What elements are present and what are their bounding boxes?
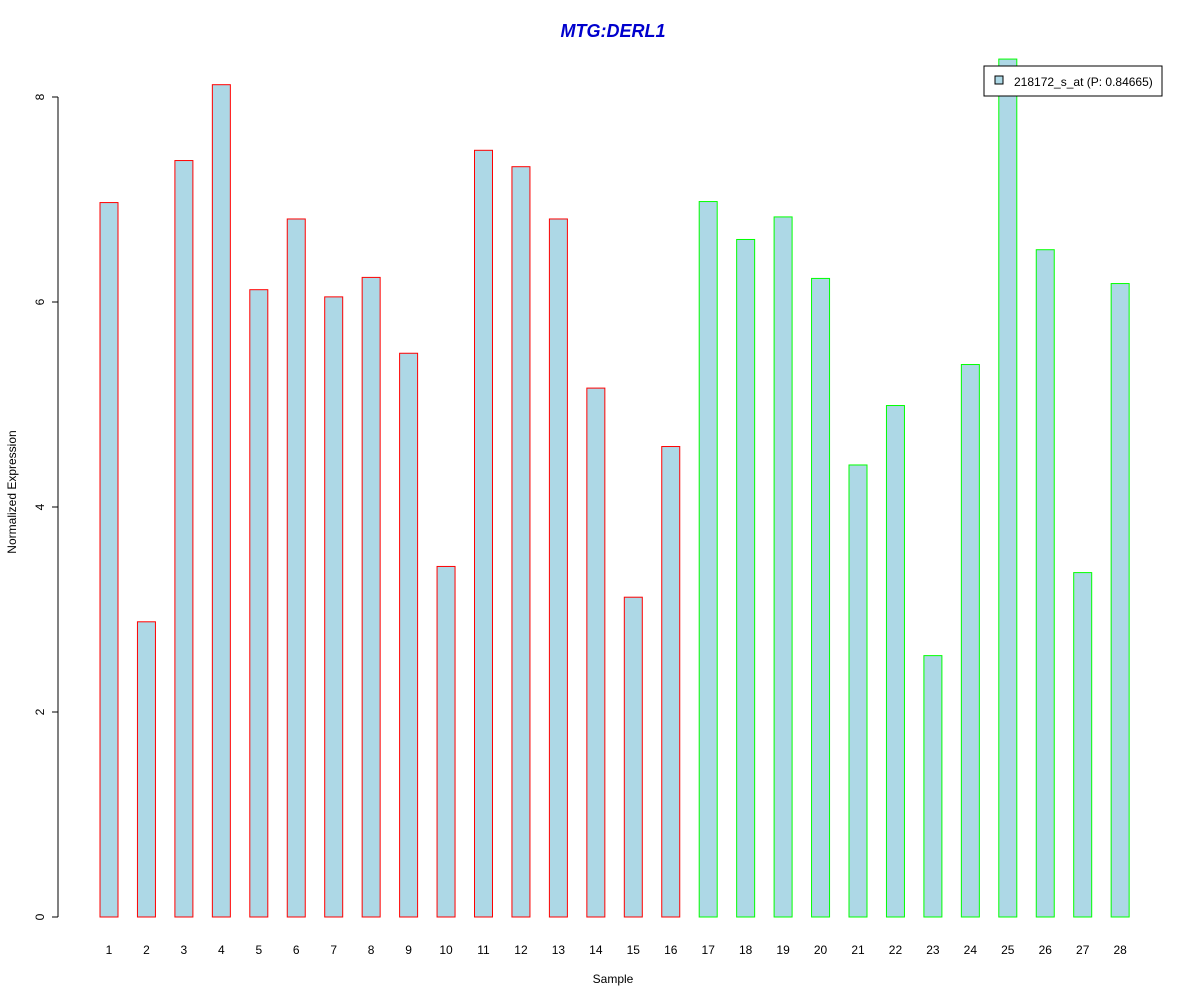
bar (736, 238, 756, 918)
bar (885, 405, 905, 918)
bar (698, 201, 718, 918)
bar (99, 202, 119, 918)
bar (249, 289, 269, 918)
x-tick-label: 9 (405, 943, 412, 957)
bar (1035, 249, 1055, 918)
x-axis-title: Sample (593, 972, 634, 986)
x-tick-label: 24 (964, 943, 978, 957)
legend-swatch (994, 75, 1004, 85)
bar (998, 58, 1018, 918)
x-tick-label: 12 (514, 943, 528, 957)
y-tick-label: 8 (33, 93, 47, 100)
bar (436, 565, 456, 918)
bar (324, 296, 344, 918)
x-tick-label: 13 (552, 943, 566, 957)
x-tick-label: 26 (1039, 943, 1053, 957)
bar (361, 276, 381, 918)
bar (211, 84, 231, 918)
bar (586, 387, 606, 918)
x-tick-label: 11 (477, 943, 490, 957)
y-axis-title: Normalized Expression (5, 430, 19, 553)
x-tick-label: 4 (218, 943, 225, 957)
legend-label: 218172_s_at (P: 0.84665) (1014, 75, 1153, 89)
bar (1073, 572, 1093, 918)
bar (661, 446, 681, 918)
bar (474, 149, 493, 918)
y-tick-label: 0 (33, 913, 47, 920)
x-tick-label: 16 (664, 943, 678, 957)
x-tick-labels: 1 2 3 4 5 6 7 8 9 10 11 12 13 14 15 16 17 18 19 20 21 22 23 24 2… (106, 943, 1127, 957)
x-tick-label: 25 (1001, 943, 1015, 957)
x-tick-label: 10 (439, 943, 453, 957)
x-tick-label: 23 (926, 943, 940, 957)
bar (136, 621, 156, 918)
bar (511, 166, 531, 918)
bar (623, 596, 643, 918)
x-tick-label: 14 (589, 943, 603, 957)
chart-title: MTG:DERL1 (561, 21, 666, 41)
y-tick-label: 6 (33, 298, 47, 305)
bar (548, 218, 568, 918)
bar (399, 352, 419, 918)
x-tick-label: 22 (889, 943, 903, 957)
y-tick-label: 4 (33, 503, 47, 510)
x-tick-label: 3 (181, 943, 188, 957)
x-tick-label: 19 (776, 943, 790, 957)
bar (848, 464, 868, 918)
x-tick-label: 7 (330, 943, 337, 957)
x-tick-label: 20 (814, 943, 828, 957)
x-tick-label: 18 (739, 943, 753, 957)
x-tick-label: 15 (627, 943, 641, 957)
bar (174, 160, 194, 918)
x-tick-label: 8 (368, 943, 375, 957)
x-tick-label: 1 (106, 943, 113, 957)
x-tick-label: 21 (851, 943, 865, 957)
x-tick-label: 17 (702, 943, 716, 957)
bar (923, 655, 943, 918)
x-tick-label: 5 (255, 943, 262, 957)
bar (286, 218, 306, 918)
bar (960, 364, 980, 918)
y-axis: 0 2 4 6 8 (33, 93, 59, 920)
bars (99, 58, 1130, 918)
bar (1110, 283, 1130, 918)
legend: 218172_s_at (P: 0.84665) (983, 65, 1163, 97)
y-tick-label: 2 (33, 708, 47, 715)
x-tick-label: 27 (1076, 943, 1090, 957)
x-tick-label: 28 (1113, 943, 1127, 957)
bar (773, 216, 793, 918)
bar (811, 277, 831, 918)
x-tick-label: 6 (293, 943, 300, 957)
legend-box (983, 65, 1163, 97)
x-tick-label: 2 (143, 943, 150, 957)
